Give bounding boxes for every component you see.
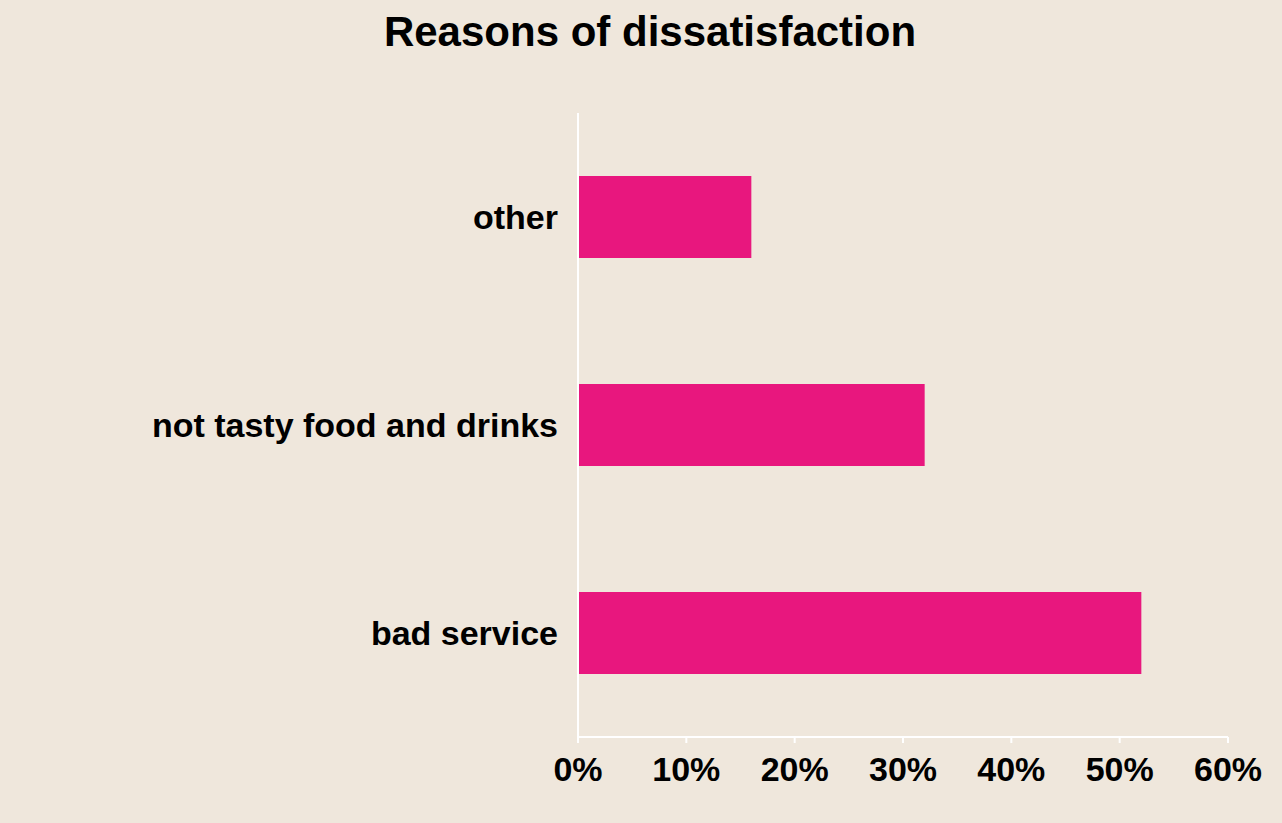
svg-text:60%: 60% bbox=[1194, 750, 1262, 788]
svg-text:10%: 10% bbox=[652, 750, 720, 788]
svg-text:40%: 40% bbox=[977, 750, 1045, 788]
html-text:Reasons of dissatisfaction: Reasons of dissatisfaction bbox=[383, 8, 917, 55]
svg-text:50%: 50% bbox=[1086, 750, 1154, 788]
svg-text:not tasty food and drinks: not tasty food and drinks bbox=[152, 406, 558, 444]
svg-text:30%: 30% bbox=[869, 750, 937, 788]
svg-text:0%: 0% bbox=[553, 750, 602, 788]
svg-text:bad service: bad service bbox=[371, 614, 558, 652]
svg-text:other: other bbox=[473, 198, 558, 236]
svg-text:20%: 20% bbox=[761, 750, 829, 788]
